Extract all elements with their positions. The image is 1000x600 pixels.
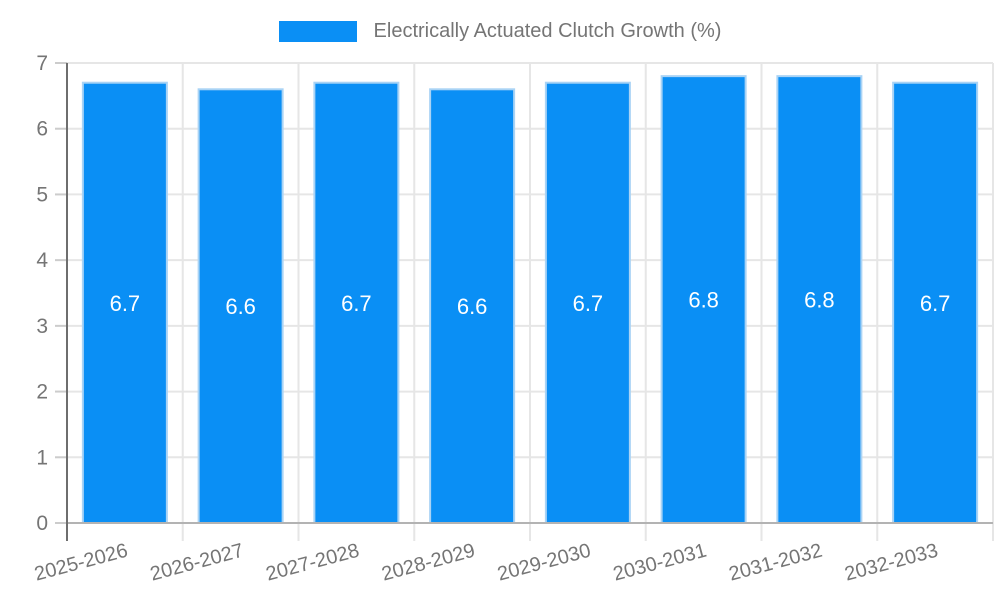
y-axis-label: 7: [36, 52, 48, 75]
bar-value-label: 6.6: [225, 294, 256, 319]
bar-value-label: 6.7: [341, 291, 372, 316]
y-axis-label: 0: [36, 512, 48, 535]
bar-2028-2029: [429, 88, 516, 525]
bar-2031-2032: [776, 75, 863, 525]
x-axis-label: 2030-2031: [611, 540, 709, 586]
x-axis-label: 2032-2033: [842, 540, 940, 586]
x-axis-label: 2028-2029: [379, 540, 477, 586]
bar-value-label: 6.6: [457, 294, 488, 319]
y-axis-label: 5: [36, 183, 48, 206]
legend-label: Electrically Actuated Clutch Growth (%): [373, 20, 722, 42]
legend: Electrically Actuated Clutch Growth (%): [0, 20, 1000, 43]
legend-swatch: [278, 21, 357, 42]
x-axis-label: 2026-2027: [148, 540, 246, 586]
x-axis-label: 2027-2028: [264, 540, 362, 586]
bar-2030-2031: [660, 75, 747, 525]
x-axis-label: 2031-2032: [727, 540, 825, 586]
y-axis-label: 6: [36, 118, 48, 141]
bar-2027-2028: [313, 81, 400, 524]
x-axis-label: 2029-2030: [495, 540, 593, 586]
bar-2026-2027: [197, 88, 284, 525]
y-axis-label: 3: [36, 315, 48, 338]
y-axis-label: 4: [36, 249, 48, 272]
bar-value-label: 6.7: [573, 291, 604, 316]
x-axis-label: 2025-2026: [32, 540, 130, 586]
bar-value-label: 6.8: [804, 288, 835, 313]
bar-2032-2033: [892, 81, 979, 524]
bar-value-label: 6.7: [110, 291, 141, 316]
y-axis-label: 1: [36, 446, 48, 469]
y-axis-label: 2: [36, 381, 48, 404]
bar-value-label: 6.7: [920, 291, 951, 316]
bar-2029-2030: [544, 81, 631, 524]
bar-value-label: 6.8: [688, 288, 719, 313]
